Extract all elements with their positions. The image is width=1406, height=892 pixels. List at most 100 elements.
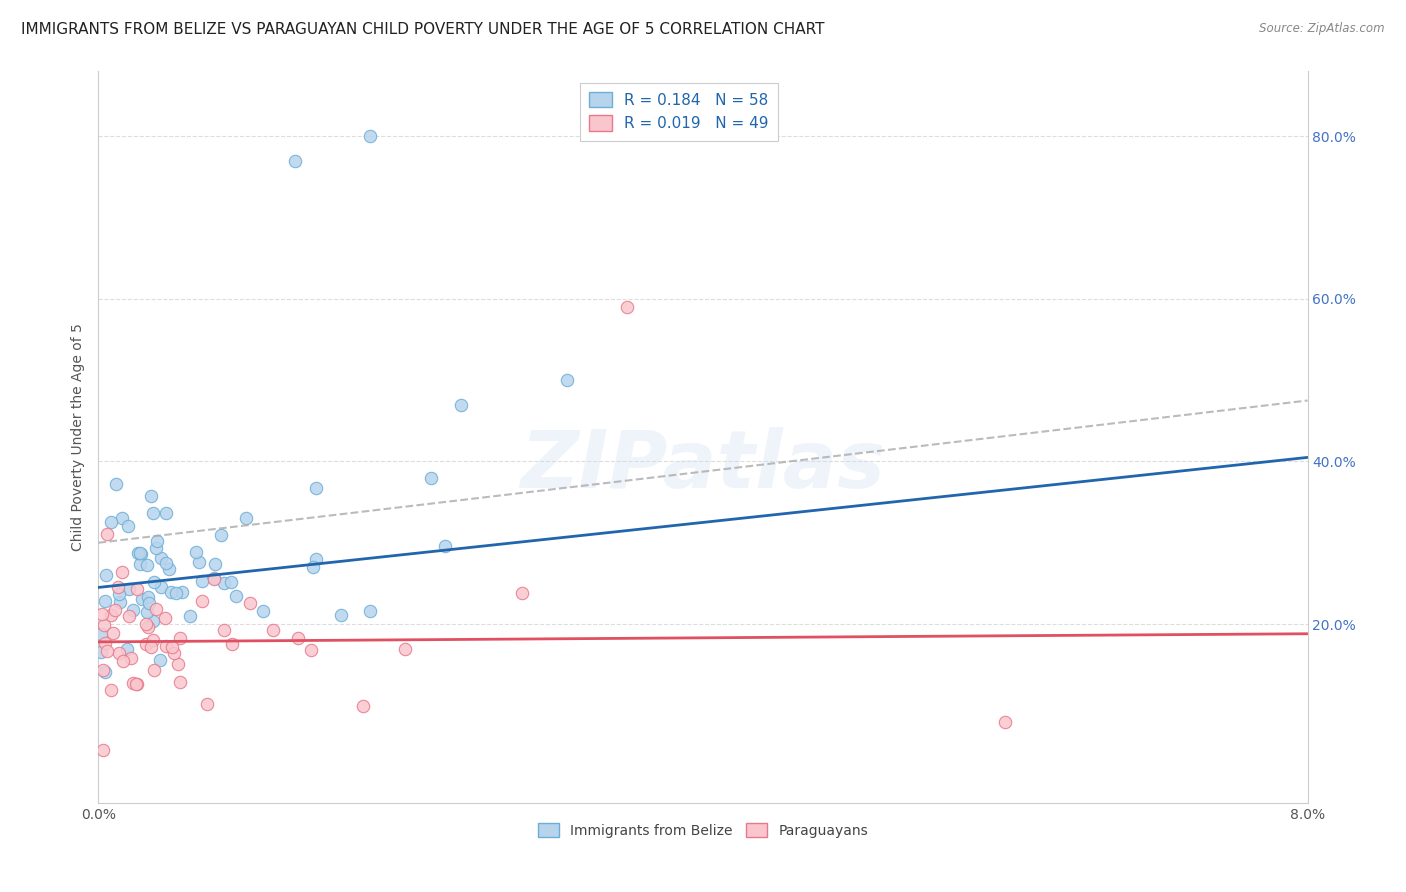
Point	[90, 645, 112, 659]
Point	[108, 587, 131, 601]
Point	[214, 576, 236, 591]
Point	[284, 153, 307, 168]
Point	[139, 489, 162, 503]
Point	[96, 527, 118, 541]
Point	[155, 506, 177, 520]
Point	[146, 534, 169, 549]
Point	[153, 611, 176, 625]
Point	[90, 627, 112, 641]
Point	[169, 631, 191, 645]
Point	[111, 511, 134, 525]
Point	[129, 546, 152, 560]
Point	[167, 657, 190, 672]
Point	[160, 640, 183, 654]
Point	[108, 595, 131, 609]
Point	[299, 642, 322, 657]
Point	[125, 677, 148, 691]
Point	[142, 633, 165, 648]
Point	[305, 552, 328, 566]
Point	[120, 650, 142, 665]
Point	[93, 636, 115, 650]
Point	[305, 481, 328, 495]
Point	[159, 585, 181, 599]
Point	[169, 675, 191, 690]
Point	[145, 602, 167, 616]
Point	[121, 675, 143, 690]
Point	[994, 714, 1017, 729]
Point	[94, 567, 117, 582]
Point	[136, 620, 159, 634]
Point	[184, 545, 207, 559]
Point	[103, 625, 125, 640]
Point	[93, 742, 115, 756]
Point	[135, 605, 157, 619]
Point	[138, 596, 160, 610]
Point	[90, 607, 112, 622]
Point	[352, 698, 374, 713]
Point	[450, 398, 472, 412]
Point	[94, 593, 117, 607]
Point	[125, 582, 148, 597]
Point	[155, 557, 177, 571]
Point	[139, 640, 162, 654]
Point	[150, 551, 173, 566]
Point	[616, 300, 638, 314]
Point	[118, 609, 141, 624]
Point	[219, 574, 242, 589]
Point	[145, 541, 167, 556]
Point	[165, 585, 187, 599]
Point	[420, 471, 443, 485]
Point	[195, 697, 218, 711]
Point	[150, 580, 173, 594]
Point	[129, 547, 152, 561]
Point	[163, 647, 186, 661]
Point	[302, 559, 325, 574]
Point	[100, 683, 122, 698]
Point	[117, 519, 139, 533]
Point	[127, 546, 149, 560]
Point	[394, 641, 416, 656]
Point	[190, 594, 212, 608]
Point	[190, 574, 212, 588]
Point	[170, 585, 193, 599]
Point	[136, 558, 159, 572]
Point	[108, 646, 131, 660]
Point	[107, 580, 129, 594]
Point	[118, 582, 141, 596]
Point	[204, 558, 226, 572]
Point	[131, 592, 153, 607]
Point	[143, 574, 166, 589]
Point	[103, 603, 125, 617]
Point	[111, 566, 134, 580]
Point	[91, 663, 114, 677]
Point	[142, 615, 165, 629]
Point	[135, 617, 157, 632]
Point	[187, 555, 209, 569]
Point	[209, 528, 232, 542]
Y-axis label: Child Poverty Under the Age of 5: Child Poverty Under the Age of 5	[72, 323, 86, 551]
Point	[125, 677, 148, 691]
Point	[359, 604, 381, 618]
Point	[235, 511, 257, 525]
Point	[96, 643, 118, 657]
Point	[555, 373, 578, 387]
Point	[93, 618, 115, 632]
Point	[225, 589, 247, 603]
Point	[262, 623, 284, 637]
Point	[100, 515, 122, 529]
Point	[105, 477, 128, 491]
Point	[202, 572, 225, 586]
Point	[252, 604, 274, 618]
Point	[239, 596, 262, 610]
Point	[179, 609, 201, 624]
Point	[115, 641, 138, 656]
Point	[112, 654, 135, 668]
Point	[93, 665, 115, 679]
Point	[135, 636, 157, 650]
Point	[149, 653, 172, 667]
Text: IMMIGRANTS FROM BELIZE VS PARAGUAYAN CHILD POVERTY UNDER THE AGE OF 5 CORRELATIO: IMMIGRANTS FROM BELIZE VS PARAGUAYAN CHI…	[21, 22, 824, 37]
Point	[510, 586, 533, 600]
Point	[142, 506, 165, 520]
Point	[128, 558, 150, 572]
Point	[287, 631, 309, 645]
